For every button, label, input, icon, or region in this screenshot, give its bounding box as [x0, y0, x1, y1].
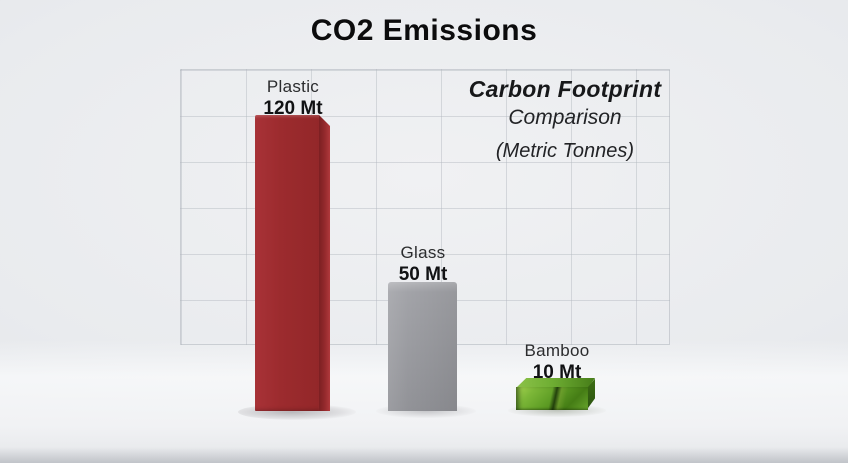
bar-bamboo: [516, 378, 595, 410]
bar-bamboo-front-face: [516, 387, 588, 410]
bar-plastic-front-face: [255, 115, 319, 411]
bar-category-glass: Glass: [400, 243, 446, 262]
annotation-block: Carbon Footprint Comparison (Metric Tonn…: [425, 76, 705, 163]
bar-category-plastic: Plastic: [266, 77, 320, 96]
bar-plastic-side-face: [319, 115, 330, 411]
bar-value-plastic: 120 Mt: [263, 97, 323, 119]
bar-plastic: [255, 115, 330, 411]
bar-label-glass: Glass 50 Mt: [353, 243, 493, 286]
bar-glass: [388, 282, 457, 411]
bar-value-bamboo: 10 Mt: [532, 361, 582, 383]
bar-bamboo-side-face: [588, 378, 595, 408]
annotation-line-1: Carbon Footprint: [468, 76, 662, 102]
bar-label-plastic: Plastic 120 Mt: [223, 77, 363, 120]
annotation-line-2: Comparison: [508, 106, 622, 129]
bar-category-bamboo: Bamboo: [524, 341, 590, 360]
bar-value-glass: 50 Mt: [398, 263, 448, 285]
bottom-vignette: [0, 447, 848, 463]
annotation-line-3: (Metric Tonnes): [495, 140, 635, 162]
bar-label-bamboo: Bamboo 10 Mt: [487, 341, 627, 384]
bar-bamboo-top-face: [516, 378, 595, 388]
chart-title: CO2 Emissions: [310, 14, 538, 47]
